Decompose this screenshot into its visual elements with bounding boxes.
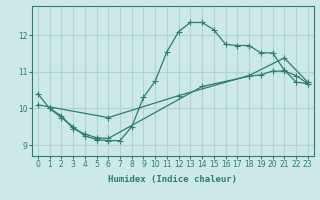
X-axis label: Humidex (Indice chaleur): Humidex (Indice chaleur) bbox=[108, 175, 237, 184]
